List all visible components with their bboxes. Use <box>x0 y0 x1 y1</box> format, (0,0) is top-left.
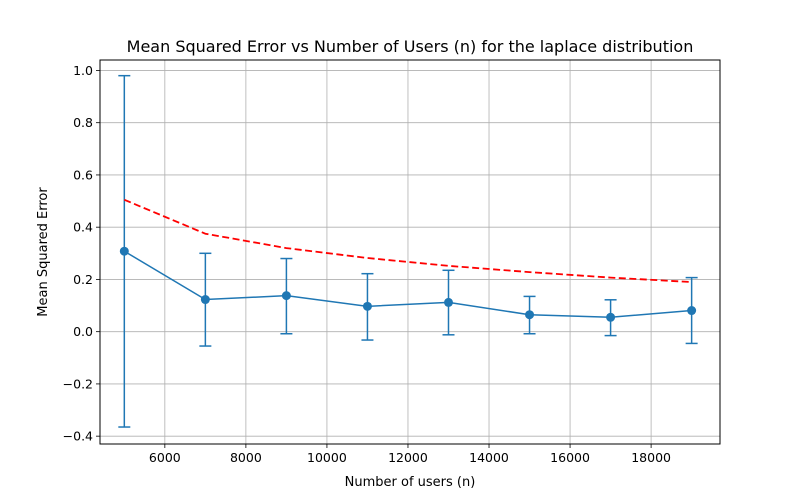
x-tick-label: 14000 <box>469 450 509 465</box>
y-axis-ticks: −0.4 −0.2 0.0 0.2 0.4 0.6 0.8 1.0 <box>63 63 100 444</box>
x-tick-label: 12000 <box>388 450 428 465</box>
y-tick-label: 0.2 <box>73 272 93 287</box>
series-0-line <box>123 250 692 319</box>
x-tick-label: 18000 <box>631 450 671 465</box>
x-axis-ticks: 6000 8000 10000 12000 14000 16000 18000 <box>149 444 671 465</box>
data-point <box>362 301 372 311</box>
data-point <box>606 312 616 322</box>
y-tick-label: 0.0 <box>73 324 93 339</box>
y-tick-label: 0.8 <box>73 115 93 130</box>
x-tick-label: 8000 <box>230 450 262 465</box>
x-axis-label: Number of users (n) <box>345 475 476 490</box>
y-tick-label: −0.2 <box>63 376 93 391</box>
x-tick-label: 16000 <box>550 450 590 465</box>
data-point <box>443 297 453 307</box>
y-tick-label: −0.4 <box>63 429 93 444</box>
data-point <box>525 310 535 320</box>
x-tick-label: 10000 <box>307 450 347 465</box>
y-axis-label: Mean Squared Error <box>36 187 51 317</box>
plot-frame <box>99 59 721 445</box>
y-tick-label: 0.4 <box>73 220 93 235</box>
data-point <box>119 246 129 256</box>
y-tick-label: 0.6 <box>73 167 93 182</box>
data-point <box>687 306 697 316</box>
plot-background <box>100 60 720 444</box>
y-tick-label: 1.0 <box>73 63 93 78</box>
grid-lines <box>100 60 720 444</box>
x-tick-label: 6000 <box>149 450 181 465</box>
data-point <box>200 295 210 305</box>
data-point <box>281 291 291 301</box>
chart-title: Mean Squared Error vs Number of Users (n… <box>127 37 694 56</box>
data-marks <box>118 74 698 428</box>
